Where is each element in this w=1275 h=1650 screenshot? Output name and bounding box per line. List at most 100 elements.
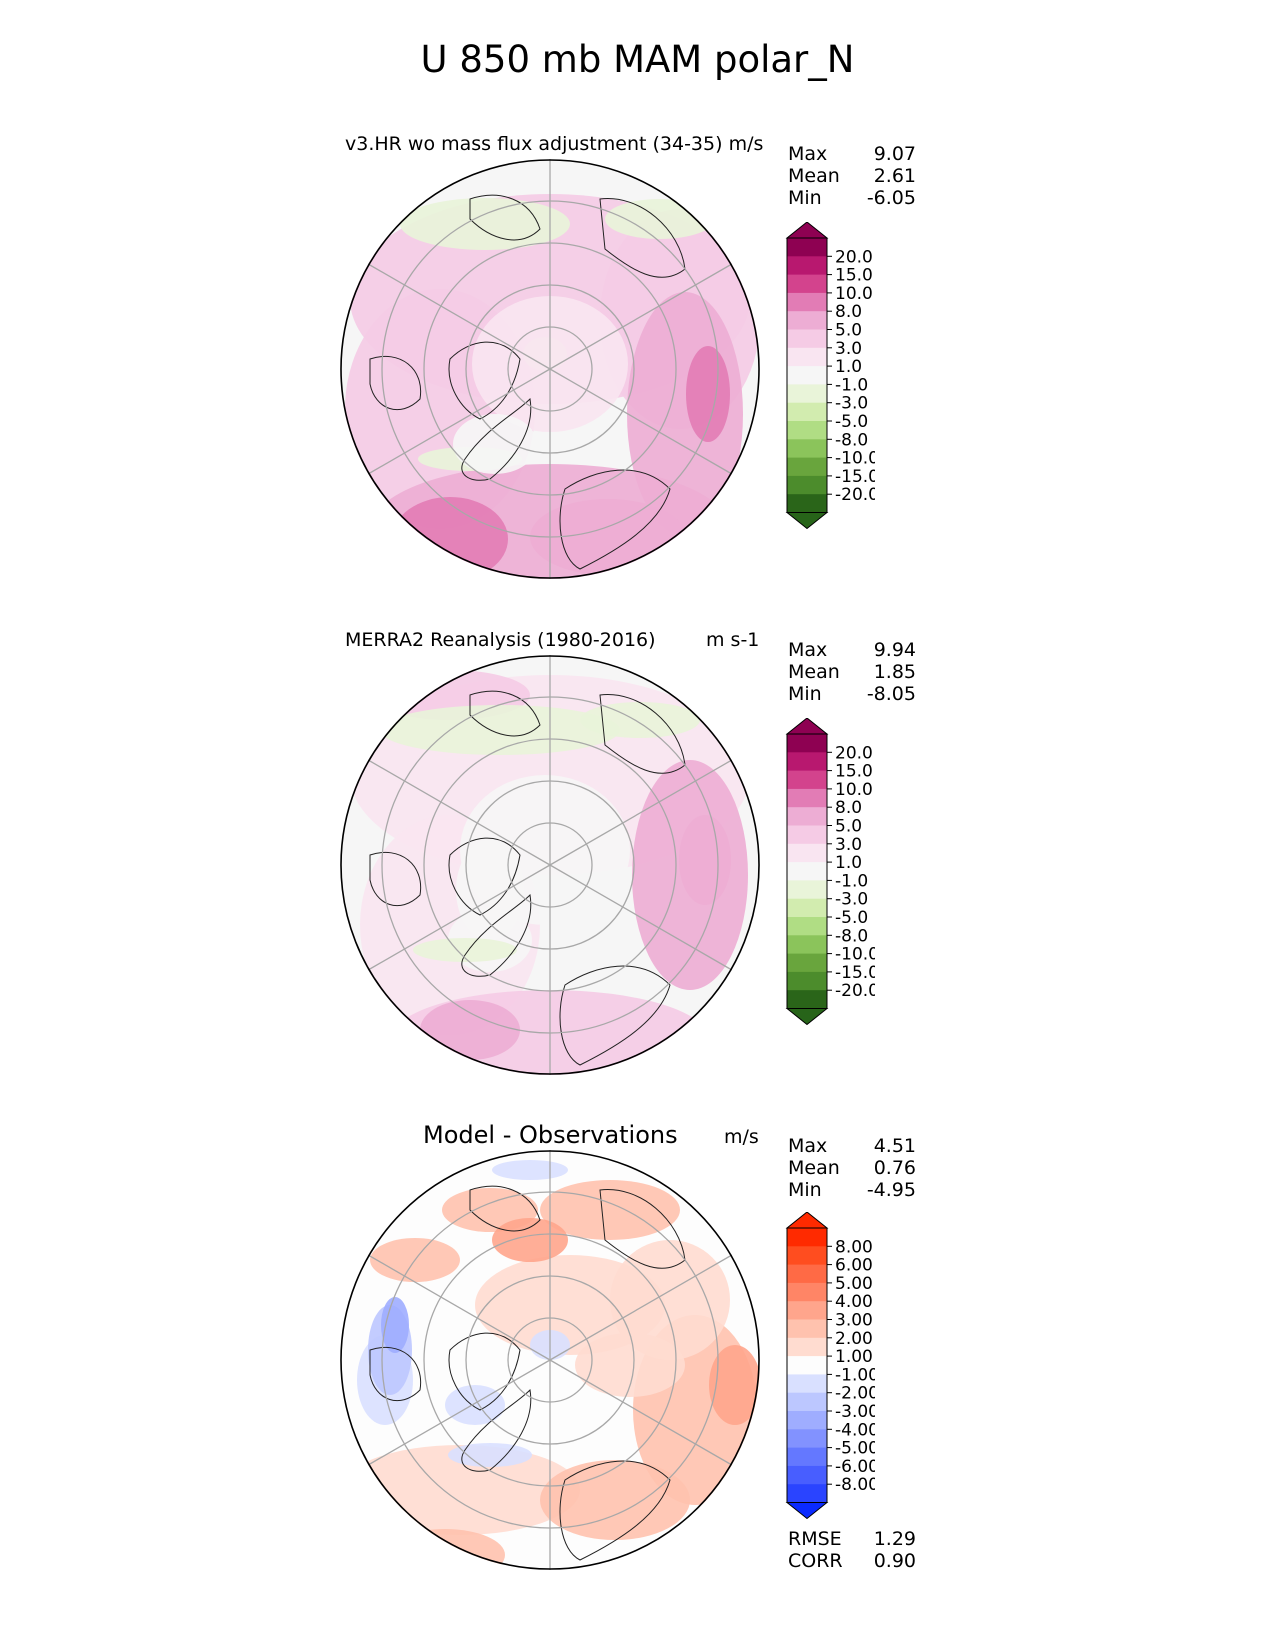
- colorbar-tick-label: -20.0: [835, 981, 875, 1001]
- colorbar-segment: [787, 366, 827, 385]
- stat-label: Min: [788, 1179, 822, 1201]
- panel3-colorbar: 8.006.005.004.003.002.001.00-1.00-2.00-3…: [785, 1212, 875, 1520]
- coastline: [461, 893, 532, 977]
- colorbar-segment: [787, 274, 827, 294]
- colorbar-segment: [787, 1484, 827, 1503]
- panel3-units: m/s: [724, 1126, 759, 1148]
- coastline: [469, 690, 541, 737]
- meridian-line: [367, 1359, 551, 1466]
- colorbar-segment: [787, 256, 827, 276]
- colorbar-extend-max: [785, 222, 829, 239]
- colorbar-tick-label: 10.0: [835, 284, 873, 304]
- stat-label: Mean: [788, 661, 840, 683]
- colorbar-tick-label: -10.0: [835, 945, 875, 965]
- colorbar-segment: [787, 1246, 827, 1266]
- coastline: [369, 355, 422, 411]
- meridian-line: [367, 759, 551, 866]
- stat-value: 1.85: [873, 661, 916, 683]
- stat-value: -6.05: [866, 187, 916, 209]
- colorbar-segment: [787, 1228, 827, 1247]
- colorbar-tick-label: 15.0: [835, 762, 873, 782]
- stat-label: Max: [788, 143, 828, 165]
- colorbar-tick-label: -8.00: [835, 1475, 875, 1495]
- colorbar-extend-max: [785, 718, 829, 735]
- stat-value: -8.05: [866, 683, 916, 705]
- colorbar-segment: [787, 825, 827, 845]
- colorbar-tick-label: 8.00: [835, 1237, 873, 1257]
- contour-region: [413, 938, 517, 962]
- contour-region: [380, 705, 620, 755]
- stat-value: 4.51: [873, 1135, 916, 1157]
- panel2-title: MERRA2 Reanalysis (1980-2016): [345, 629, 656, 651]
- colorbar-segment: [787, 238, 827, 257]
- panel2-units: m s-1: [706, 629, 760, 651]
- colorbar-tick-label: 10.0: [835, 780, 873, 800]
- contour-region: [610, 1240, 730, 1360]
- colorbar-tick-label: -10.0: [835, 449, 875, 469]
- stat-value: 9.94: [873, 639, 916, 661]
- stat-label: Max: [788, 1135, 828, 1157]
- colorbar-tick-label: 3.0: [835, 339, 862, 359]
- graticule: [367, 1150, 733, 1570]
- stat-label: Min: [788, 683, 822, 705]
- colorbar-segment: [787, 402, 827, 422]
- colorbar-segment: [787, 311, 827, 330]
- stat-value: 2.61: [873, 165, 916, 187]
- colorbar-tick-label: -8.0: [835, 926, 868, 946]
- colorbar-segment: [787, 990, 827, 1009]
- colorbar-segment: [787, 917, 827, 936]
- panel3-polar-map: [340, 1150, 760, 1570]
- colorbar-segment: [787, 935, 827, 955]
- coastline: [469, 1185, 541, 1232]
- colorbar-tick-label: -6.00: [835, 1457, 875, 1477]
- stat-label: Max: [788, 639, 828, 661]
- stat-value: -4.95: [866, 1179, 916, 1201]
- colorbar-segment: [787, 734, 827, 753]
- coastline: [369, 851, 422, 907]
- colorbar-tick-label: 4.00: [835, 1292, 873, 1312]
- colorbar-segment: [787, 475, 827, 495]
- meridian-line: [549, 1359, 733, 1466]
- colorbar-tick-label: -15.0: [835, 467, 875, 487]
- colorbar-tick-label: 1.0: [835, 853, 862, 873]
- colorbar-segment: [787, 1264, 827, 1284]
- panel1-stats: Max 9.07 Mean 2.61 Min -6.05: [788, 143, 916, 209]
- colorbar-tick-label: -1.0: [835, 871, 868, 891]
- metric-label: CORR: [788, 1550, 843, 1572]
- figure-title: U 850 mb MAM polar_N: [420, 38, 855, 81]
- colorbar-extend-max: [785, 1212, 829, 1229]
- colorbar-segment: [787, 770, 827, 790]
- contour-region: [540, 1180, 680, 1240]
- colorbar-tick-label: 20.0: [835, 743, 873, 763]
- colorbar-tick-label: -8.0: [835, 430, 868, 450]
- meridian-line: [367, 1254, 551, 1361]
- colorbar-segment: [787, 421, 827, 440]
- colorbar-tick-label: 5.0: [835, 817, 862, 837]
- colorbar-tick-label: -5.00: [835, 1439, 875, 1459]
- colorbar-tick-label: 6.00: [835, 1256, 873, 1276]
- colorbar-tick-label: 5.0: [835, 321, 862, 341]
- coastline: [559, 1460, 671, 1561]
- colorbar-tick-label: -3.0: [835, 890, 868, 910]
- colorbar-tick-label: -1.0: [835, 375, 868, 395]
- colorbar-tick-label: 1.0: [835, 357, 862, 377]
- colorbar-segment: [787, 1337, 827, 1357]
- meridian-line: [549, 263, 733, 370]
- colorbar-tick-label: 5.00: [835, 1274, 873, 1294]
- panel2-stats: Max 9.94 Mean 1.85 Min -8.05: [788, 639, 916, 705]
- colorbar-frame: [786, 237, 828, 513]
- metric-value: 1.29: [873, 1528, 916, 1550]
- panel2-colorbar: 20.015.010.08.05.03.01.0-1.0-3.0-5.0-8.0…: [785, 718, 875, 1026]
- map-boundary: [340, 159, 760, 579]
- contour-region: [492, 1218, 568, 1262]
- colorbar-extend-min: [785, 1008, 829, 1026]
- colorbar-segment: [787, 1465, 827, 1485]
- colorbar-segment: [787, 1392, 827, 1412]
- colorbar-segment: [787, 1429, 827, 1449]
- contour-region: [580, 702, 700, 738]
- colorbar-segment: [787, 953, 827, 973]
- meridian-line: [549, 759, 733, 866]
- coastline: [559, 469, 671, 570]
- contour-region: [605, 199, 715, 239]
- colorbar-tick-label: 2.00: [835, 1329, 873, 1349]
